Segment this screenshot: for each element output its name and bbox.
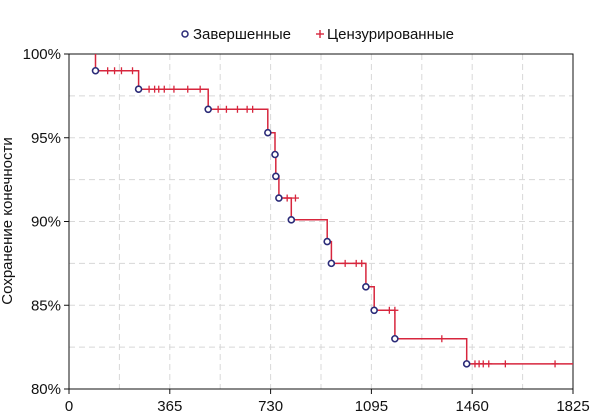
completed-point (134, 85, 143, 93)
censored-point (129, 67, 137, 75)
x-tick-label: 365 (157, 398, 182, 415)
completed-point (362, 283, 370, 291)
completed-point (272, 172, 280, 181)
censored-markers (104, 67, 559, 368)
legend-censored-label: Цензурированные (327, 26, 454, 43)
completed-point (204, 105, 212, 114)
completed-point (327, 259, 336, 268)
censored-point (391, 306, 399, 314)
completed-point (275, 194, 283, 202)
completed-point (264, 128, 272, 137)
y-tick-label: 85% (31, 297, 61, 314)
completed-point (462, 360, 471, 368)
censored-point (104, 67, 112, 75)
y-tick-label: 90% (31, 214, 61, 231)
completed-point (91, 66, 100, 75)
completed-point (287, 216, 296, 224)
x-tick-label: 1825 (556, 398, 589, 415)
legend-completed-label: Завершенные (193, 26, 291, 43)
y-axis: 80% 85% 90% 95% 100% (23, 46, 69, 398)
censored-point (214, 105, 222, 113)
censored-point (249, 105, 257, 113)
completed-point (370, 306, 378, 315)
x-axis: 0 365 730 1095 1460 1825 (65, 389, 590, 415)
x-tick-label: 730 (258, 398, 283, 415)
completed-point (323, 237, 332, 246)
x-tick-label: 1095 (355, 398, 388, 415)
y-axis-title: Сохранение конечности (0, 137, 16, 304)
censored-point (196, 85, 204, 93)
censored-point (438, 335, 446, 343)
x-tick-label: 0 (65, 398, 73, 415)
completed-point (271, 150, 279, 159)
y-tick-label: 100% (23, 46, 61, 63)
censored-point (233, 105, 241, 113)
grid (69, 54, 573, 389)
completed-point (391, 334, 399, 343)
censored-point (283, 194, 291, 202)
legend-censored-marker (316, 30, 324, 38)
censored-point (291, 194, 299, 202)
censored-point (170, 85, 178, 93)
completed-markers (91, 66, 471, 368)
y-tick-label: 95% (31, 130, 61, 147)
censored-point (501, 360, 509, 368)
x-tick-label: 1460 (456, 398, 489, 415)
legend-completed-marker (181, 30, 189, 38)
censored-point (184, 85, 192, 93)
censored-point (358, 259, 366, 267)
censored-point (551, 360, 559, 368)
censored-point (341, 259, 349, 267)
y-tick-label: 80% (31, 381, 61, 398)
censored-point (485, 360, 493, 368)
censored-point (222, 105, 230, 113)
censored-point (117, 67, 125, 75)
censored-point (111, 67, 119, 75)
survival-curve (94, 54, 573, 365)
legend: Завершенные Цензурированные (181, 26, 454, 43)
censored-point (160, 85, 168, 93)
